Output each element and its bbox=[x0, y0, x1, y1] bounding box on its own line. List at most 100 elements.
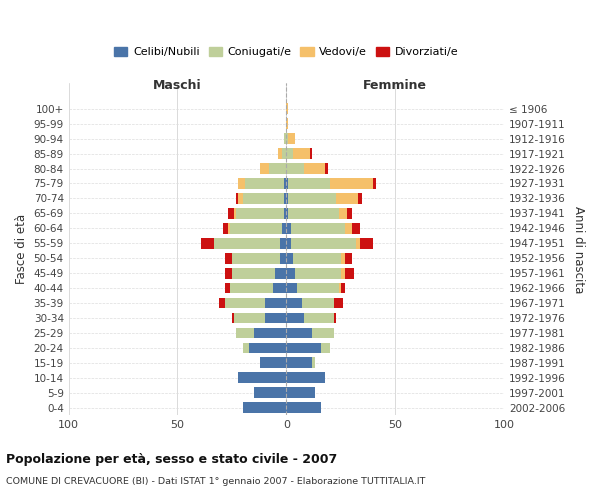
Bar bbox=[345, 253, 352, 264]
Bar bbox=[373, 178, 376, 189]
Bar bbox=[345, 223, 352, 234]
Bar bbox=[286, 388, 314, 398]
Bar bbox=[286, 208, 289, 219]
Bar bbox=[275, 268, 286, 278]
Text: Femmine: Femmine bbox=[363, 78, 427, 92]
Bar bbox=[286, 298, 302, 308]
Bar bbox=[260, 163, 269, 174]
Bar bbox=[286, 148, 293, 159]
Legend: Celibi/Nubili, Coniugati/e, Vedovi/e, Divorziati/e: Celibi/Nubili, Coniugati/e, Vedovi/e, Di… bbox=[110, 42, 463, 62]
Bar bbox=[286, 253, 293, 264]
Bar bbox=[250, 342, 286, 353]
Bar bbox=[280, 253, 286, 264]
Bar bbox=[286, 372, 325, 383]
Text: Maschi: Maschi bbox=[153, 78, 202, 92]
Bar bbox=[289, 193, 337, 204]
Bar bbox=[254, 328, 286, 338]
Bar bbox=[337, 193, 358, 204]
Bar bbox=[286, 223, 290, 234]
Bar bbox=[227, 208, 234, 219]
Bar bbox=[284, 178, 286, 189]
Bar bbox=[278, 148, 282, 159]
Bar bbox=[260, 358, 286, 368]
Bar bbox=[265, 298, 286, 308]
Bar bbox=[313, 358, 314, 368]
Bar bbox=[232, 268, 275, 278]
Bar bbox=[286, 193, 289, 204]
Bar bbox=[236, 328, 254, 338]
Bar bbox=[265, 312, 286, 324]
Bar bbox=[304, 163, 325, 174]
Bar bbox=[286, 238, 290, 248]
Bar bbox=[282, 148, 286, 159]
Bar bbox=[358, 193, 362, 204]
Bar bbox=[289, 208, 338, 219]
Bar bbox=[219, 298, 226, 308]
Bar bbox=[236, 193, 238, 204]
Bar bbox=[286, 118, 289, 129]
Bar bbox=[290, 238, 356, 248]
Bar bbox=[284, 134, 286, 144]
Bar bbox=[286, 358, 313, 368]
Bar bbox=[293, 148, 310, 159]
Bar bbox=[243, 402, 286, 413]
Bar bbox=[273, 282, 286, 294]
Bar bbox=[286, 268, 295, 278]
Bar bbox=[232, 253, 280, 264]
Bar bbox=[284, 208, 286, 219]
Bar bbox=[286, 312, 304, 324]
Bar bbox=[286, 328, 313, 338]
Bar bbox=[243, 193, 284, 204]
Bar bbox=[226, 282, 230, 294]
Y-axis label: Anni di nascita: Anni di nascita bbox=[572, 206, 585, 293]
Y-axis label: Fasce di età: Fasce di età bbox=[15, 214, 28, 284]
Bar bbox=[214, 238, 280, 248]
Bar bbox=[289, 178, 330, 189]
Bar bbox=[341, 282, 345, 294]
Bar bbox=[202, 238, 214, 248]
Bar bbox=[361, 238, 373, 248]
Bar bbox=[338, 282, 341, 294]
Bar bbox=[341, 253, 345, 264]
Bar bbox=[334, 312, 337, 324]
Bar bbox=[347, 208, 352, 219]
Bar bbox=[227, 223, 230, 234]
Bar bbox=[286, 163, 304, 174]
Bar bbox=[282, 223, 286, 234]
Bar bbox=[269, 163, 286, 174]
Bar bbox=[297, 282, 338, 294]
Bar bbox=[289, 134, 295, 144]
Bar bbox=[290, 223, 345, 234]
Bar bbox=[325, 163, 328, 174]
Bar bbox=[295, 268, 341, 278]
Bar bbox=[245, 178, 284, 189]
Bar bbox=[238, 372, 286, 383]
Bar bbox=[286, 134, 289, 144]
Bar bbox=[341, 268, 345, 278]
Bar bbox=[230, 282, 273, 294]
Bar bbox=[243, 342, 250, 353]
Bar bbox=[232, 312, 234, 324]
Bar bbox=[356, 238, 361, 248]
Bar bbox=[310, 148, 313, 159]
Bar bbox=[230, 223, 282, 234]
Bar bbox=[286, 342, 321, 353]
Bar bbox=[338, 208, 347, 219]
Bar bbox=[238, 178, 245, 189]
Bar bbox=[280, 238, 286, 248]
Bar bbox=[234, 312, 265, 324]
Bar bbox=[226, 268, 232, 278]
Bar bbox=[345, 268, 354, 278]
Bar bbox=[286, 282, 297, 294]
Bar bbox=[321, 342, 330, 353]
Bar bbox=[223, 223, 227, 234]
Bar bbox=[284, 193, 286, 204]
Text: COMUNE DI CREVACUORE (BI) - Dati ISTAT 1° gennaio 2007 - Elaborazione TUTTITALIA: COMUNE DI CREVACUORE (BI) - Dati ISTAT 1… bbox=[6, 478, 425, 486]
Bar bbox=[234, 208, 236, 219]
Bar bbox=[330, 178, 373, 189]
Bar bbox=[286, 178, 289, 189]
Bar bbox=[334, 298, 343, 308]
Bar bbox=[226, 298, 265, 308]
Bar bbox=[238, 193, 243, 204]
Bar bbox=[286, 402, 321, 413]
